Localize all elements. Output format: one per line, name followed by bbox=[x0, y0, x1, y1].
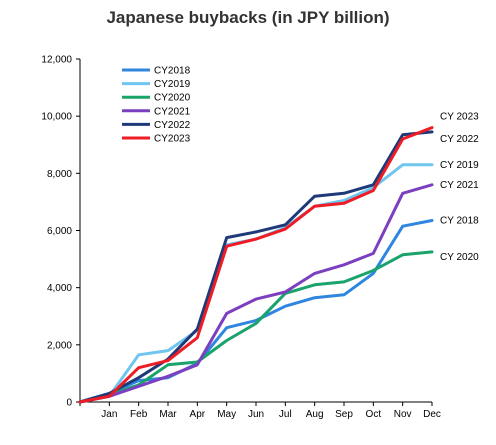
y-tick-label: 6,000 bbox=[47, 226, 72, 237]
series-line-cy2022 bbox=[78, 130, 434, 404]
x-tick-label: Dec bbox=[423, 409, 441, 420]
series-line-cy2023 bbox=[78, 126, 434, 404]
legend-label-cy2019: CY2019 bbox=[154, 79, 191, 90]
x-tick-label: Jan bbox=[101, 409, 117, 420]
x-tick-label: Oct bbox=[366, 409, 382, 420]
series-line-cy2018 bbox=[78, 219, 434, 404]
x-tick-label: Jul bbox=[279, 409, 292, 420]
x-tick-label: Mar bbox=[159, 409, 177, 420]
axes bbox=[76, 58, 433, 406]
end-label-cy2021: CY 2021 bbox=[440, 180, 479, 191]
end-label-cy2022: CY 2022 bbox=[440, 134, 479, 145]
x-tick-label: Aug bbox=[306, 409, 324, 420]
y-tick-label: 8,000 bbox=[47, 169, 72, 180]
y-tick-label: 4,000 bbox=[47, 283, 72, 294]
legend: CY2018 CY2019 CY2020 CY2021 CY2022 CY2023 bbox=[122, 66, 191, 145]
series-lines bbox=[78, 126, 434, 404]
x-tick-label: Sep bbox=[335, 409, 353, 420]
legend-label-cy2020: CY2020 bbox=[154, 93, 191, 104]
legend-label-cy2021: CY2021 bbox=[154, 106, 191, 117]
x-tick-label: Apr bbox=[190, 409, 206, 420]
end-labels: CY 2018 CY 2019 CY 2020 CY 2021 CY 2022 CY 20… bbox=[440, 112, 479, 263]
end-label-cy2023: CY 2023 bbox=[440, 112, 479, 123]
series-line-cy2021 bbox=[78, 183, 434, 404]
y-tick-label: 12,000 bbox=[41, 55, 72, 66]
y-tick-label: 0 bbox=[66, 398, 72, 409]
y-tick-label: 10,000 bbox=[41, 112, 72, 123]
legend-label-cy2018: CY2018 bbox=[154, 66, 191, 77]
legend-label-cy2022: CY2022 bbox=[154, 120, 191, 131]
legend-label-cy2023: CY2023 bbox=[154, 134, 191, 145]
x-tick-label: Jun bbox=[248, 409, 264, 420]
y-tick-label: 2,000 bbox=[47, 340, 72, 351]
x-tick-label: Feb bbox=[130, 409, 148, 420]
chart-title: Japanese buybacks (in JPY billion) bbox=[106, 8, 390, 27]
end-label-cy2018: CY 2018 bbox=[440, 215, 479, 226]
end-label-cy2020: CY 2020 bbox=[440, 252, 479, 263]
tick-labels: 0 2,000 4,000 6,000 8,000 10,000 12,000 Jan Feb M… bbox=[41, 55, 440, 421]
end-label-cy2019: CY 2019 bbox=[440, 160, 479, 171]
x-tick-label: Nov bbox=[394, 409, 412, 420]
x-tick-label: May bbox=[217, 409, 236, 420]
series-line-cy2019 bbox=[78, 163, 434, 404]
